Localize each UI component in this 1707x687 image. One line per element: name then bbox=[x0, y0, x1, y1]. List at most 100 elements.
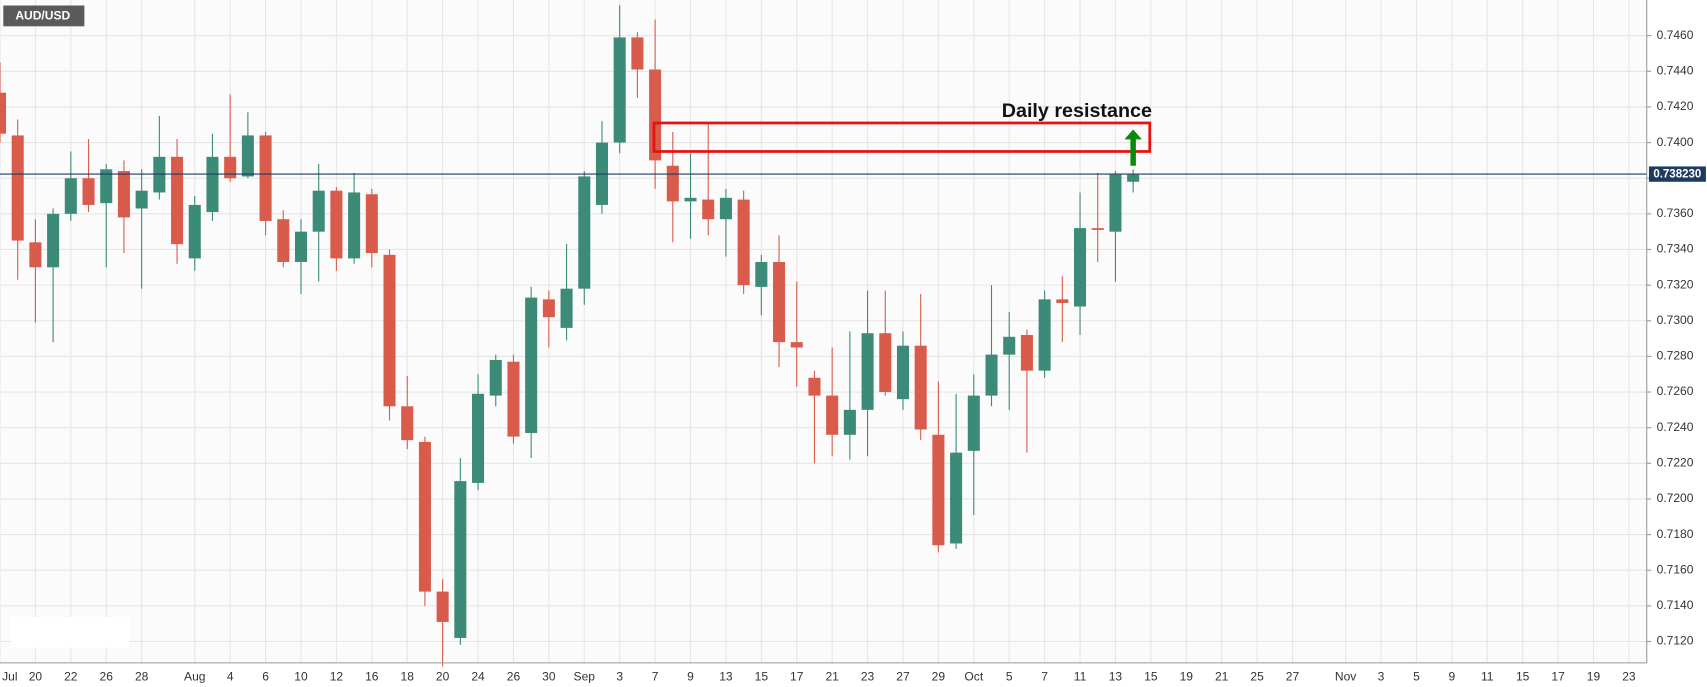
candle-body bbox=[773, 261, 786, 343]
x-tick-label: 15 bbox=[755, 669, 769, 683]
candle-body bbox=[82, 178, 95, 205]
last-price-label: 0.738230 bbox=[1653, 169, 1701, 181]
y-tick-label: 0.7220 bbox=[1657, 455, 1694, 469]
x-tick-label: Sep bbox=[574, 669, 596, 683]
x-tick-label: 26 bbox=[100, 669, 114, 683]
candle-body bbox=[826, 395, 839, 435]
x-tick-label: 22 bbox=[64, 669, 78, 683]
candles bbox=[0, 5, 1140, 667]
x-tick-label: 11 bbox=[1481, 669, 1494, 683]
up-arrow bbox=[1124, 129, 1142, 166]
x-tick-label: 11 bbox=[1074, 669, 1087, 683]
candle-body bbox=[11, 135, 24, 241]
x-tick-label: 26 bbox=[507, 669, 521, 683]
x-tick-label: 27 bbox=[896, 669, 910, 683]
candle-body bbox=[489, 359, 502, 396]
candle-body bbox=[312, 190, 325, 232]
y-tick-label: 0.7400 bbox=[1657, 135, 1694, 149]
y-tick-label: 0.7420 bbox=[1657, 99, 1694, 113]
x-tick-label: 21 bbox=[1215, 669, 1229, 683]
candle-body bbox=[277, 219, 290, 262]
candle-body bbox=[719, 197, 732, 220]
candle-body bbox=[1056, 299, 1069, 303]
x-tick-label: 29 bbox=[932, 669, 946, 683]
candle-body bbox=[879, 333, 892, 393]
candle-body bbox=[224, 156, 237, 179]
candle-body bbox=[560, 288, 573, 328]
candle-body bbox=[1020, 335, 1033, 371]
x-tick-label: 3 bbox=[616, 669, 623, 683]
candle-body bbox=[613, 37, 626, 143]
candle-body bbox=[507, 361, 520, 437]
candle-body bbox=[1003, 336, 1016, 355]
y-tick-label: 0.7440 bbox=[1657, 63, 1694, 77]
candle-body bbox=[472, 393, 485, 483]
x-tick-label: 10 bbox=[294, 669, 308, 683]
y-tick-label: 0.7160 bbox=[1657, 562, 1694, 576]
x-tick-label: 13 bbox=[719, 669, 733, 683]
x-tick-label: 7 bbox=[1041, 669, 1048, 683]
candle-body bbox=[188, 204, 201, 259]
candle-body bbox=[950, 452, 963, 544]
candle-body bbox=[259, 135, 272, 221]
candle-body bbox=[348, 192, 361, 259]
x-tick-label: 12 bbox=[330, 669, 344, 683]
title-badge bbox=[3, 5, 85, 27]
x-tick-label: 5 bbox=[1413, 669, 1420, 683]
y-tick-label: 0.7260 bbox=[1657, 384, 1694, 398]
candle-body bbox=[117, 171, 130, 218]
y-tick-label: 0.7320 bbox=[1657, 277, 1694, 291]
x-tick-label: 3 bbox=[1378, 669, 1385, 683]
candle-body bbox=[365, 194, 378, 254]
last-price-badge bbox=[1648, 166, 1706, 182]
candle-body bbox=[542, 299, 555, 318]
y-tick-label: 0.7180 bbox=[1657, 527, 1694, 541]
candle-body bbox=[383, 254, 396, 407]
x-tick-label: 4 bbox=[227, 669, 234, 683]
y-tick-label: 0.7460 bbox=[1657, 28, 1694, 42]
candle-body bbox=[666, 165, 679, 202]
x-tick-label: Nov bbox=[1335, 669, 1356, 683]
candle-body bbox=[100, 169, 113, 204]
candle-body bbox=[684, 197, 697, 202]
candle-body bbox=[808, 377, 821, 396]
x-tick-label: 7 bbox=[652, 669, 659, 683]
candle-body bbox=[1091, 228, 1104, 230]
y-tick-label: 0.7340 bbox=[1657, 242, 1694, 256]
x-tick-label: 28 bbox=[135, 669, 149, 683]
resistance-zone bbox=[652, 121, 1152, 153]
x-tick-label: 6 bbox=[262, 669, 269, 683]
x-tick-label: 13 bbox=[1109, 669, 1123, 683]
candle-body bbox=[418, 441, 431, 592]
candle-body bbox=[294, 231, 308, 262]
plot-background bbox=[0, 0, 1647, 663]
overlay: Daily resistance bbox=[0, 100, 1647, 175]
blank-panel bbox=[10, 616, 130, 648]
x-tick-label: 19 bbox=[1587, 669, 1601, 683]
candle-body bbox=[135, 190, 148, 209]
candle-body bbox=[1127, 174, 1140, 182]
x-tick-label: Oct bbox=[964, 669, 983, 683]
y-tick-label: 0.7240 bbox=[1657, 420, 1694, 434]
chart-title: AUD/USD bbox=[15, 9, 70, 23]
candle-body bbox=[64, 178, 77, 214]
candle-body bbox=[896, 345, 910, 400]
candle-body bbox=[525, 297, 538, 434]
x-tick-label: 9 bbox=[1448, 669, 1455, 683]
candle-body bbox=[790, 342, 803, 348]
y-tick-label: 0.7360 bbox=[1657, 206, 1694, 220]
x-tick-label: 25 bbox=[1250, 669, 1264, 683]
candle-body bbox=[171, 156, 184, 245]
grid bbox=[0, 0, 1647, 663]
x-tick-label: 23 bbox=[861, 669, 875, 683]
candle-body bbox=[861, 333, 874, 410]
x-tick-label: 9 bbox=[687, 669, 694, 683]
x-tick-label: 27 bbox=[1286, 669, 1300, 683]
candle-body bbox=[985, 354, 998, 396]
candle-body bbox=[737, 199, 750, 286]
y-tick-label: 0.7200 bbox=[1657, 491, 1694, 505]
x-tick-label: 18 bbox=[401, 669, 415, 683]
candle-body bbox=[914, 345, 927, 430]
